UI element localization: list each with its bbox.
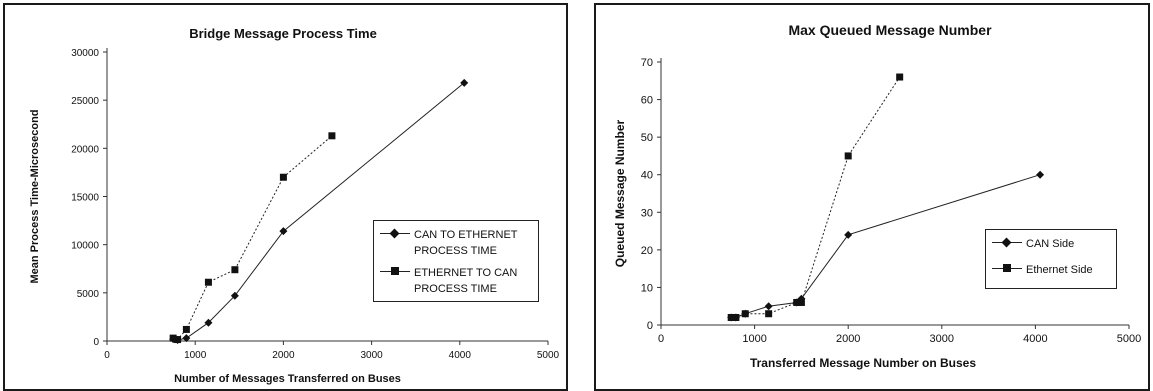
- legend-line-square: [380, 265, 410, 277]
- legend-item-can-to-ethernet: CAN TO ETHERNET PROCESS TIME: [380, 227, 518, 259]
- data-point-square: [765, 310, 773, 318]
- series-line-2: [172, 135, 333, 341]
- y-tick-label: 30000: [71, 48, 99, 59]
- data-point-square: [793, 298, 801, 306]
- data-point-square: [732, 313, 740, 321]
- data-point-diamond: [1036, 170, 1045, 179]
- legend-label: PROCESS TIME: [414, 283, 497, 295]
- y-axis-label: Mean Process Time-Microsecond: [29, 109, 41, 283]
- legend-label: ETHERNET TO CAN: [414, 267, 518, 279]
- data-point-square: [182, 325, 190, 333]
- right-chart-legend: CAN Side Ethernet Side: [985, 229, 1117, 289]
- y-tick-label: 5000: [77, 289, 100, 300]
- data-point-diamond: [764, 302, 773, 311]
- y-tick-label: 20000: [71, 144, 99, 155]
- data-point-diamond: [460, 78, 469, 87]
- x-tick-label: 4000: [449, 350, 472, 361]
- left-chart-panel: Bridge Message Process Time 0 5000 10000 150…: [3, 3, 568, 391]
- y-tick-label: 70: [641, 57, 653, 69]
- chart-title: Max Queued Message Number: [788, 22, 992, 38]
- y-tick-label: 20: [641, 245, 653, 257]
- y-tick-label: 60: [641, 95, 653, 107]
- y-tick-label: 30: [641, 207, 653, 219]
- right-chart-panel: Max Queued Message Number 0 10 20 30 40 50 60 70…: [594, 3, 1150, 391]
- x-tick-label: 4000: [1023, 333, 1047, 345]
- y-tick-label: 10000: [71, 241, 99, 252]
- legend-item-can-side: CAN Side: [992, 236, 1074, 252]
- y-tick-label: 25000: [71, 96, 99, 107]
- x-tick-label: 1000: [742, 333, 766, 345]
- legend-line-diamond: [380, 227, 410, 239]
- legend-line-square: [992, 262, 1022, 274]
- left-chart-legend: CAN TO ETHERNET PROCESS TIME ETHERNET TO…: [373, 220, 539, 302]
- data-point-diamond: [204, 318, 213, 327]
- series-line-2: [731, 76, 901, 318]
- data-point-diamond: [844, 230, 853, 239]
- data-point-square: [204, 278, 212, 286]
- y-axis-label: Queued Message Number: [613, 119, 627, 267]
- data-point-square: [174, 336, 182, 344]
- x-tick-label: 0: [658, 333, 664, 345]
- data-point-square: [727, 313, 735, 321]
- data-point-square: [169, 334, 177, 342]
- legend-label: PROCESS TIME: [414, 245, 497, 257]
- x-tick-label: 5000: [537, 350, 560, 361]
- x-tick-label: 2000: [272, 350, 295, 361]
- x-tick-label: 3000: [930, 333, 954, 345]
- x-tick-label: 3000: [360, 350, 383, 361]
- x-tick-label: 2000: [836, 333, 860, 345]
- data-point-square: [279, 173, 287, 181]
- data-point-diamond: [279, 227, 288, 236]
- data-point-square: [797, 298, 805, 306]
- data-point-square: [741, 310, 749, 318]
- left-chart-svg: Bridge Message Process Time0500010000150…: [29, 26, 560, 385]
- chart-title: Bridge Message Process Time: [189, 26, 377, 41]
- y-tick-label: 0: [93, 337, 99, 348]
- y-tick-label: 10: [641, 282, 653, 294]
- legend-label: Ethernet Side: [1026, 264, 1093, 276]
- x-axis-label: Number of Messages Transferred on Buses: [174, 373, 401, 385]
- data-point-square: [896, 73, 904, 81]
- legend-item-ethernet-side: Ethernet Side: [992, 262, 1093, 278]
- x-tick-label: 1000: [184, 350, 207, 361]
- y-tick-label: 40: [641, 170, 653, 182]
- legend-line-diamond: [992, 236, 1022, 248]
- legend-label: CAN TO ETHERNET: [414, 229, 518, 241]
- y-tick-label: 15000: [71, 193, 99, 204]
- data-point-square: [231, 266, 239, 274]
- y-tick-label: 0: [647, 320, 653, 332]
- data-point-square: [328, 132, 336, 140]
- data-point-diamond: [230, 291, 239, 300]
- data-point-diamond: [182, 334, 191, 343]
- data-point-square: [844, 152, 852, 160]
- x-tick-label: 5000: [1117, 333, 1141, 345]
- right-chart-svg: Max Queued Message Number 0 10 20 30 40 50 60 70…: [613, 22, 1141, 370]
- x-axis-label: Transferred Message Number on Buses: [750, 356, 976, 370]
- y-tick-label: 50: [641, 132, 653, 144]
- x-tick-label: 0: [104, 350, 110, 361]
- legend-item-ethernet-to-can: ETHERNET TO CAN PROCESS TIME: [380, 265, 517, 297]
- legend-label: CAN Side: [1026, 238, 1075, 250]
